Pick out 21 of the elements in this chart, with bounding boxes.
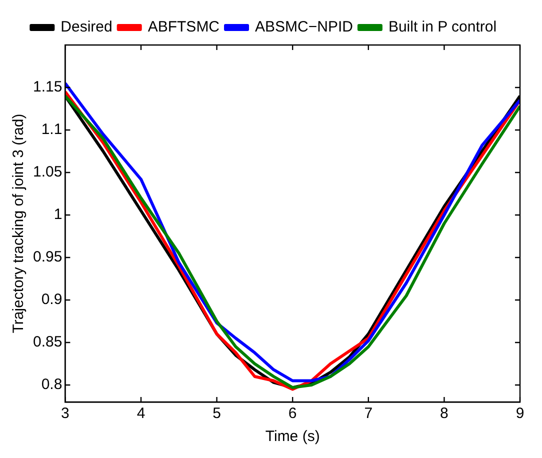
x-axis-title: Time (s) (265, 428, 320, 446)
x-tick-label: 6 (288, 405, 297, 422)
y-tick-label: 1.05 (32, 164, 62, 181)
legend-label: Built in P control (388, 18, 497, 36)
x-tick-label: 3 (61, 405, 70, 422)
legend-label: ABSMC−NPID (255, 18, 354, 36)
x-tick-label: 4 (136, 405, 146, 422)
y-tick-label: 1.1 (41, 121, 62, 138)
y-axis-title: Trajectory tracking of joint 3 (rad) (10, 114, 28, 334)
y-tick-label: 1 (54, 206, 62, 224)
y-tick-label: 0.9 (41, 291, 62, 308)
x-tick-label: 5 (212, 405, 221, 422)
y-tick-label: 0.85 (32, 334, 62, 351)
y-tick-label: 0.8 (41, 376, 62, 394)
y-tick-label: 0.95 (32, 248, 62, 266)
y-tick-label: 1.15 (32, 78, 62, 96)
x-tick-label: 9 (516, 405, 524, 422)
x-tick-label: 8 (440, 405, 448, 422)
legend-label: Desired (60, 18, 112, 36)
x-tick-label: 7 (364, 405, 373, 422)
legend-label: ABFTSMC (148, 18, 220, 36)
